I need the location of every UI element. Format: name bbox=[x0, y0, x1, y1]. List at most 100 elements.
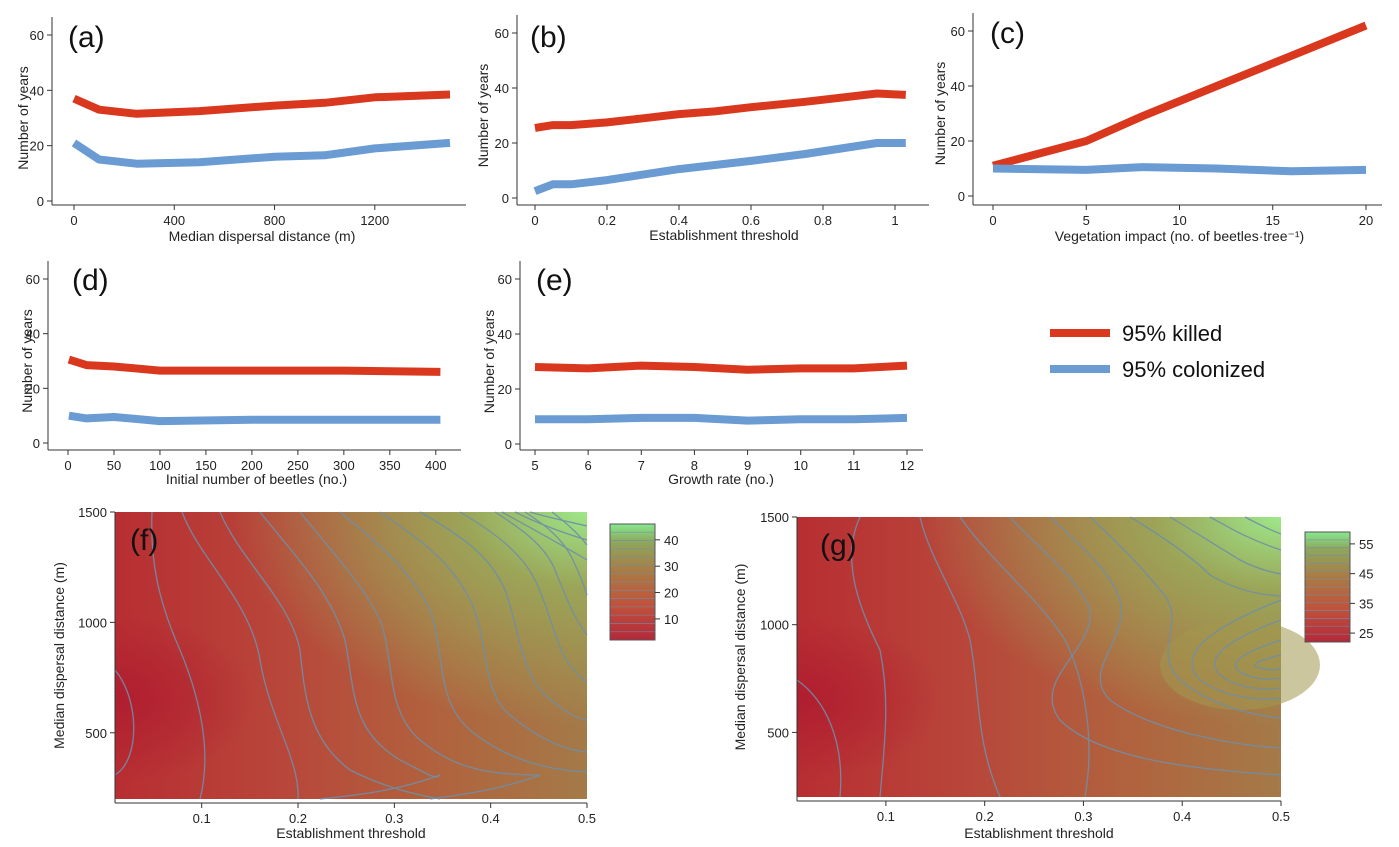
y-tick-label: 40 bbox=[498, 327, 512, 342]
y-axis-label: Number of years bbox=[19, 309, 35, 412]
x-tick-label: 5 bbox=[1083, 213, 1090, 228]
x-tick-label: 800 bbox=[264, 213, 286, 228]
x-tick-label: 0.4 bbox=[482, 811, 500, 826]
panel-label: (b) bbox=[530, 21, 567, 54]
x-tick-label: 0.6 bbox=[742, 213, 760, 228]
x-tick-label: 400 bbox=[163, 213, 185, 228]
y-tick-label: 0 bbox=[37, 194, 44, 209]
panel-label-g: (g) bbox=[820, 529, 857, 562]
panel-d: 0 20 40 60 0 50 100 150 200 250 300 350 400 Initial n… bbox=[19, 261, 461, 487]
x-tick-label: 8 bbox=[691, 458, 698, 473]
series-killed-line bbox=[67, 355, 441, 376]
x-axis-label: Establishment threshold bbox=[964, 825, 1113, 841]
x-tick-label: 0.5 bbox=[1272, 809, 1290, 824]
y-tick-label: 20 bbox=[26, 381, 40, 396]
panel-label-f: (f) bbox=[130, 524, 158, 557]
colorbar-f: 10 20 30 40 bbox=[609, 523, 678, 641]
y-tick-label: 0 bbox=[502, 191, 509, 206]
series-colonized-line bbox=[533, 139, 906, 195]
colorbar-tick-label: 20 bbox=[664, 586, 678, 601]
x-tick-label: 50 bbox=[107, 458, 121, 473]
panel-a: 0 20 40 60 0 400 800 1200 Median dispersal dista… bbox=[15, 17, 466, 244]
y-tick-label: 40 bbox=[495, 81, 509, 96]
y-tick-label: 20 bbox=[495, 136, 509, 151]
panel-c: 0 20 40 60 0 5 10 15 20 Vegetation impact (no. of… bbox=[932, 13, 1382, 244]
y-tick-label: 20 bbox=[498, 382, 512, 397]
y-tick-label: 0 bbox=[33, 436, 40, 451]
heatmap-f-axes: 0.1 0.2 0.3 0.4 0.5 500 1000 1500 Establishment … bbox=[51, 505, 596, 841]
y-tick-label: 40 bbox=[26, 327, 40, 342]
x-tick-label: 5 bbox=[531, 458, 538, 473]
series-colonized-line bbox=[535, 413, 908, 425]
x-tick-label: 150 bbox=[195, 458, 217, 473]
panel-label: (e) bbox=[536, 264, 573, 297]
colorbar-tick-label: 10 bbox=[664, 612, 678, 627]
y-tick-label: 60 bbox=[30, 28, 44, 43]
x-axis-label: Growth rate (no.) bbox=[668, 471, 774, 487]
x-tick-label: 0.2 bbox=[289, 811, 307, 826]
colorbar-tick-label: 40 bbox=[664, 533, 678, 548]
y-axis-label: Number of years bbox=[475, 64, 491, 167]
series-killed-line bbox=[991, 21, 1368, 170]
y-tick-label: 60 bbox=[951, 24, 965, 39]
x-axis-label: Vegetation impact (no. of beetles·tree⁻¹… bbox=[1055, 228, 1304, 244]
y-axis-label: Number of years bbox=[932, 62, 948, 165]
colorbar-tick-label: 35 bbox=[1359, 596, 1373, 611]
x-tick-label: 11 bbox=[847, 458, 861, 473]
colorbar-g: 25 35 45 55 bbox=[1304, 531, 1373, 643]
x-tick-label: 10 bbox=[1172, 213, 1186, 228]
x-tick-label: 12 bbox=[900, 458, 914, 473]
panel-label: (a) bbox=[68, 21, 105, 54]
y-tick-label: 1500 bbox=[760, 510, 789, 525]
legend-colonized-label: 95% colonized bbox=[1122, 357, 1265, 382]
x-tick-label: 350 bbox=[379, 458, 401, 473]
x-tick-label: 0.4 bbox=[1173, 809, 1191, 824]
series-killed-line bbox=[534, 361, 908, 374]
x-tick-label: 6 bbox=[585, 458, 592, 473]
x-axis-label: Initial number of beetles (no.) bbox=[166, 471, 347, 487]
x-tick-label: 0.2 bbox=[598, 213, 616, 228]
y-tick-label: 0 bbox=[505, 437, 512, 452]
series-killed-line bbox=[72, 90, 451, 118]
y-tick-label: 20 bbox=[951, 134, 965, 149]
panel-f: (f) bbox=[114, 511, 588, 800]
x-tick-label: 0 bbox=[531, 213, 538, 228]
y-axis-label: Number of years bbox=[481, 310, 497, 413]
y-tick-label: 20 bbox=[30, 139, 44, 154]
y-tick-label: 500 bbox=[85, 726, 107, 741]
legend-killed-label: 95% killed bbox=[1122, 321, 1222, 346]
x-tick-label: 1200 bbox=[360, 213, 389, 228]
heatmap-g-axes: 0.1 0.2 0.3 0.4 0.5 500 1000 1500 Establishment … bbox=[732, 510, 1290, 841]
y-tick-label: 40 bbox=[951, 79, 965, 94]
legend: 95% killed 95% colonized bbox=[1050, 321, 1265, 382]
panel-g: (g) bbox=[796, 516, 1320, 798]
y-tick-label: 500 bbox=[767, 725, 789, 740]
heatmap-f-low-region bbox=[115, 512, 587, 799]
x-tick-label: 10 bbox=[793, 458, 807, 473]
x-tick-label: 1 bbox=[891, 213, 898, 228]
panel-b: 0 20 40 60 0 0.2 0.4 0.6 0.8 1 Establishment thres… bbox=[475, 15, 929, 243]
heatmap-f-contours bbox=[114, 511, 588, 800]
x-axis-label: Establishment threshold bbox=[276, 825, 425, 841]
x-tick-label: 400 bbox=[425, 458, 447, 473]
x-tick-label: 300 bbox=[333, 458, 355, 473]
x-tick-label: 0.8 bbox=[814, 213, 832, 228]
x-tick-label: 200 bbox=[241, 458, 263, 473]
x-tick-label: 0.3 bbox=[1074, 809, 1092, 824]
x-tick-label: 0.4 bbox=[670, 213, 688, 228]
series-colonized-line bbox=[992, 163, 1367, 176]
x-tick-label: 0.2 bbox=[976, 809, 994, 824]
y-tick-label: 1000 bbox=[760, 618, 789, 633]
panel-label: (d) bbox=[72, 264, 109, 297]
y-tick-label: 60 bbox=[498, 272, 512, 287]
y-tick-label: 60 bbox=[26, 272, 40, 287]
y-tick-label: 0 bbox=[958, 189, 965, 204]
x-tick-label: 7 bbox=[638, 458, 645, 473]
colorbar-tick-label: 45 bbox=[1359, 567, 1373, 582]
x-tick-label: 15 bbox=[1266, 213, 1280, 228]
y-tick-label: 60 bbox=[495, 26, 509, 41]
colorbar-tick-label: 30 bbox=[664, 559, 678, 574]
x-tick-label: 20 bbox=[1359, 213, 1373, 228]
x-tick-label: 0 bbox=[989, 213, 996, 228]
